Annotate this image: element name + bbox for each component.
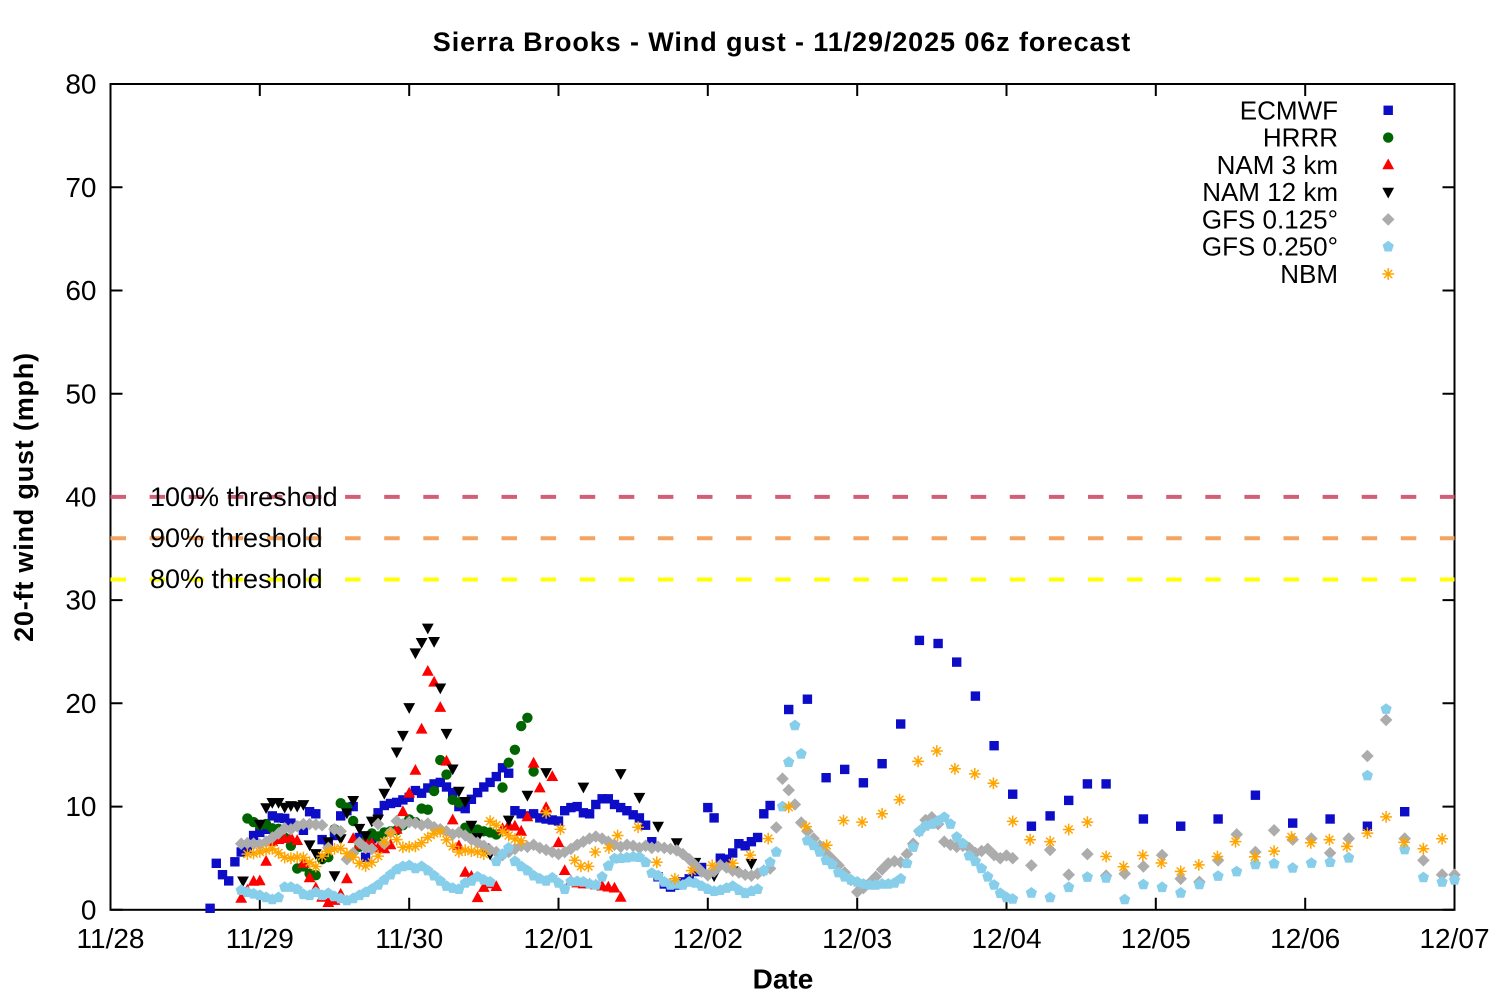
svg-text:Sierra Brooks - Wind gust - 11: Sierra Brooks - Wind gust - 11/29/2025 0… <box>433 27 1131 57</box>
svg-text:Date: Date <box>753 964 814 995</box>
svg-text:20: 20 <box>65 688 96 719</box>
svg-text:40: 40 <box>65 482 96 513</box>
svg-text:12/03: 12/03 <box>822 923 892 954</box>
svg-text:60: 60 <box>65 275 96 306</box>
svg-text:12/02: 12/02 <box>673 923 743 954</box>
svg-text:20-ft wind gust (mph): 20-ft wind gust (mph) <box>9 352 39 642</box>
svg-text:70: 70 <box>65 172 96 203</box>
svg-text:50: 50 <box>65 378 96 409</box>
svg-text:12/01: 12/01 <box>523 923 593 954</box>
svg-text:12/07: 12/07 <box>1419 923 1489 954</box>
svg-text:NAM 3 km: NAM 3 km <box>1217 150 1338 180</box>
svg-text:11/30: 11/30 <box>375 923 443 954</box>
svg-text:GFS 0.125°: GFS 0.125° <box>1202 204 1338 234</box>
svg-text:90% threshold: 90% threshold <box>150 523 323 553</box>
svg-text:80% threshold: 80% threshold <box>150 564 323 594</box>
svg-text:NBM: NBM <box>1280 259 1338 289</box>
svg-text:NAM 12 km: NAM 12 km <box>1202 177 1338 207</box>
svg-text:ECMWF: ECMWF <box>1240 95 1338 125</box>
svg-text:30: 30 <box>65 585 96 616</box>
svg-text:11/29: 11/29 <box>226 923 294 954</box>
svg-text:11/28: 11/28 <box>77 923 145 954</box>
svg-text:12/06: 12/06 <box>1270 923 1340 954</box>
svg-text:80: 80 <box>65 69 96 100</box>
svg-text:GFS 0.250°: GFS 0.250° <box>1202 232 1338 262</box>
svg-text:12/04: 12/04 <box>971 923 1041 954</box>
svg-text:0: 0 <box>81 894 97 925</box>
svg-text:HRRR: HRRR <box>1263 123 1338 153</box>
svg-text:10: 10 <box>65 791 96 822</box>
svg-text:12/05: 12/05 <box>1121 923 1191 954</box>
svg-text:100% threshold: 100% threshold <box>150 482 338 512</box>
